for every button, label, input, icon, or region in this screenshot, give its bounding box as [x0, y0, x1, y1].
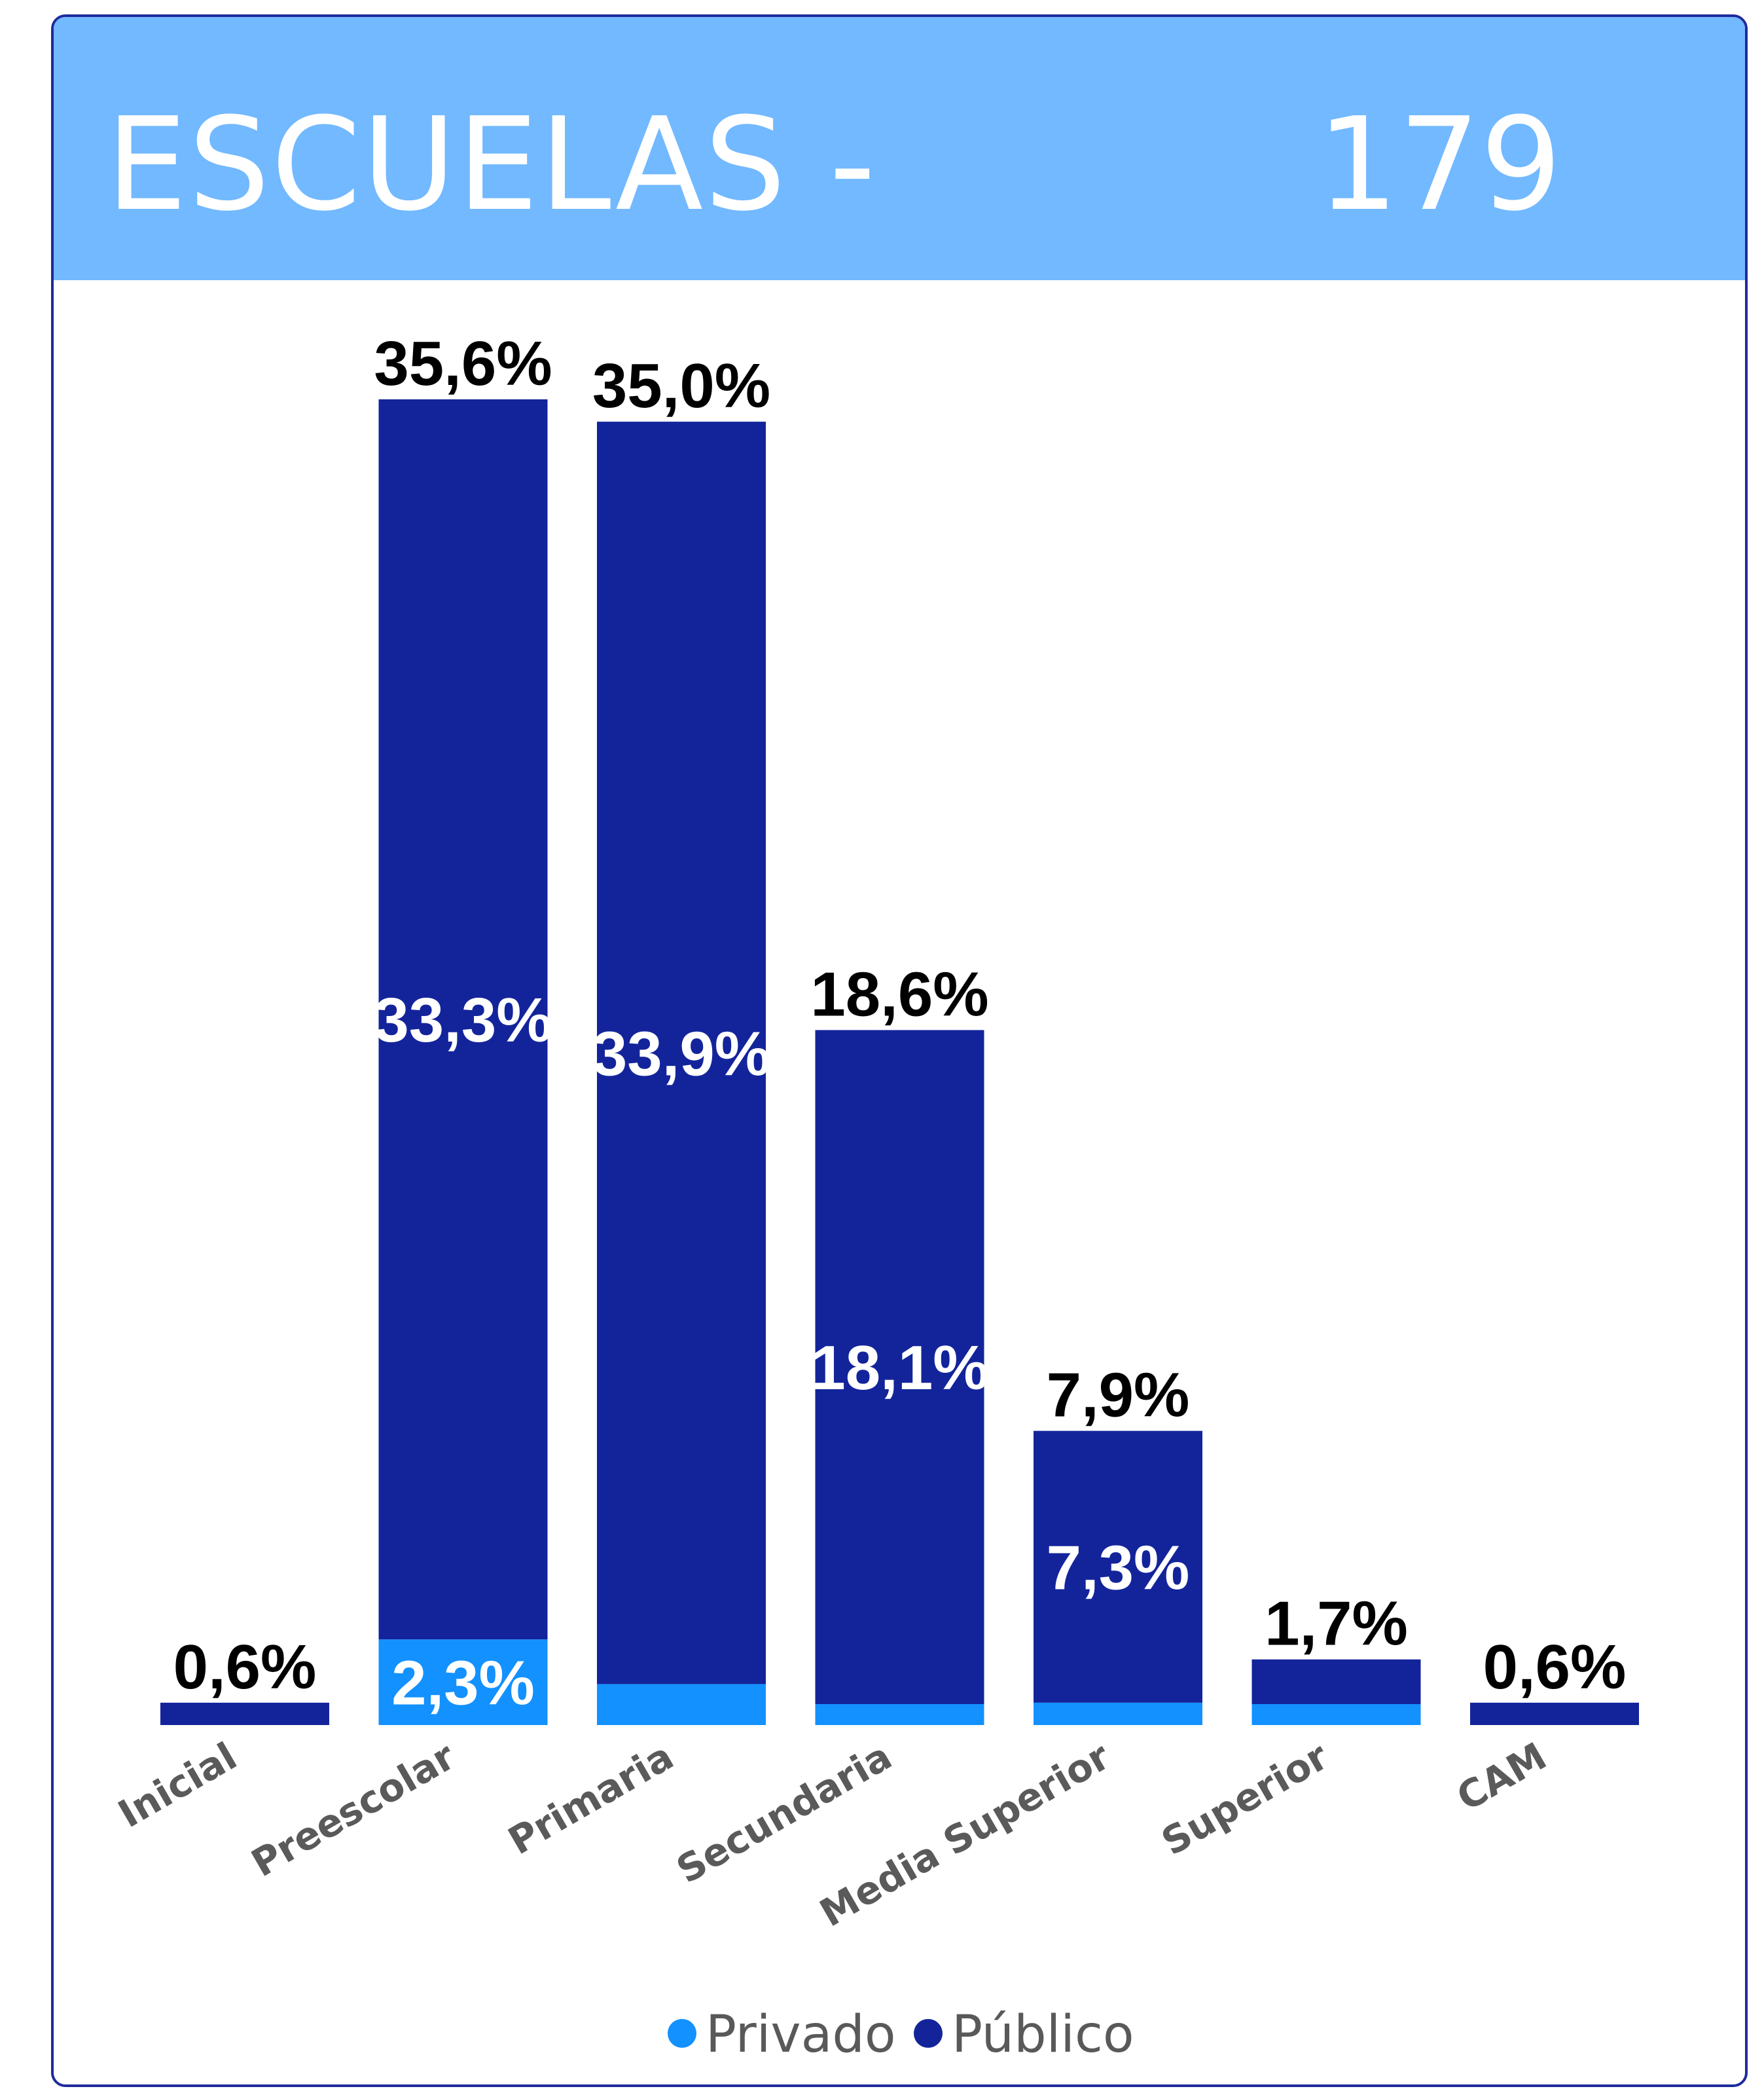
segment-label-preescolar: 33,3%	[374, 985, 552, 1055]
tick-label-superior: Superior	[1154, 1734, 1336, 1864]
segment-label-primaria: 33,9%	[592, 1019, 770, 1089]
bar-publico-cam	[1470, 1702, 1639, 1725]
bar-privado-preescolar	[378, 1639, 548, 1725]
tick-label-inicial: Inicial	[111, 1734, 244, 1836]
tick-label-primaria: Primaria	[501, 1734, 681, 1863]
total-label-media-superior: 7,9%	[1047, 1360, 1190, 1430]
total-label-secundaria: 18,6%	[810, 959, 988, 1029]
total-label-preescolar: 35,6%	[374, 329, 552, 399]
bar-privado-superior	[1251, 1704, 1421, 1725]
chart-title: ESCUELAS -	[106, 90, 877, 240]
bar-publico-primaria	[597, 422, 766, 1684]
chart-card: ESCUELAS - 179	[51, 14, 1748, 2087]
bar-privado-primaria	[597, 1684, 766, 1725]
bar-publico-media-superior	[1034, 1430, 1202, 1703]
header-banner: ESCUELAS - 179	[54, 17, 1745, 280]
bar-privado-secundaria	[815, 1704, 984, 1725]
segment-label-preescolar: 2,3%	[391, 1648, 535, 1718]
total-label-cam: 0,6%	[1483, 1632, 1627, 1702]
school-total: 179	[1317, 90, 1562, 240]
legend-dot-publico	[914, 2019, 943, 2048]
total-label-superior: 1,7%	[1265, 1589, 1408, 1659]
tick-label-cam: CAM	[1449, 1734, 1554, 1819]
segment-label-secundaria: 18,1%	[810, 1333, 988, 1403]
bar-privado-media-superior	[1034, 1702, 1202, 1725]
segment-label-media-superior: 7,3%	[1047, 1533, 1190, 1603]
bar-publico-preescolar	[378, 399, 548, 1640]
total-label-primaria: 35,0%	[592, 351, 770, 421]
legend-label-privado: Privado	[706, 2005, 896, 2064]
total-label-inicial: 0,6%	[173, 1632, 317, 1702]
legend-label-publico: Público	[952, 2005, 1134, 2064]
bar-publico-superior	[1251, 1659, 1421, 1704]
tick-label-preescolar: Preescolar	[244, 1734, 463, 1885]
bar-publico-inicial	[160, 1702, 329, 1725]
bar-publico-secundaria	[815, 1030, 984, 1704]
legend-dot-privado	[668, 2019, 696, 2048]
